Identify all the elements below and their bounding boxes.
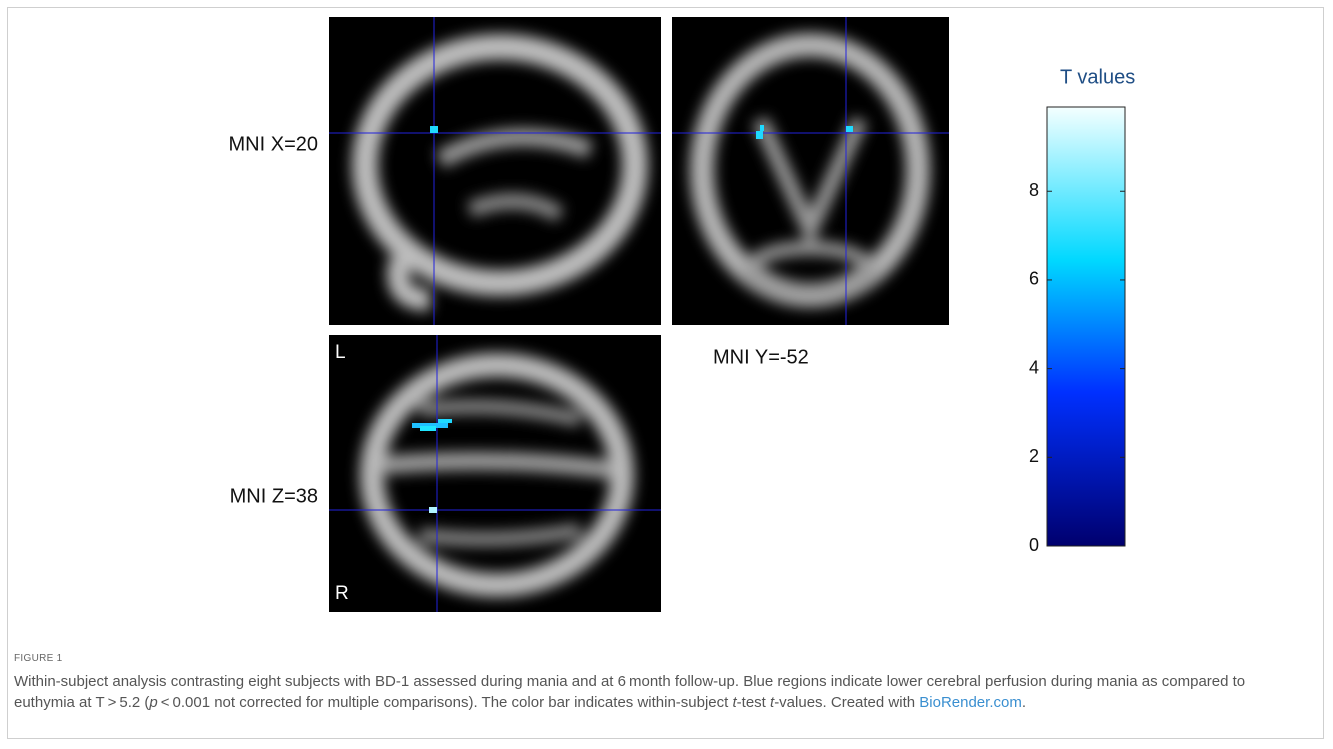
- orientation-label: L: [335, 342, 346, 363]
- coronal-slice: [672, 17, 949, 325]
- orientation-label: R: [335, 583, 349, 604]
- panel-label: MNI Y=-52: [713, 346, 809, 368]
- tick-label: 4: [1029, 357, 1039, 377]
- colorbar-title: T values: [1060, 66, 1135, 88]
- page: MNI X=20 MNI Y=-52 MNI Z=38 L R T values…: [0, 0, 1333, 749]
- tick-label: 2: [1029, 446, 1039, 466]
- caption-segment: -values. Created with: [774, 694, 919, 711]
- figure: MNI X=20 MNI Y=-52 MNI Z=38 L R T values…: [0, 0, 1333, 650]
- tick-label: 6: [1029, 269, 1039, 289]
- caption-segment: .: [1022, 694, 1026, 711]
- colorbar: [1047, 107, 1125, 546]
- tick-label: 0: [1029, 535, 1039, 555]
- caption-segment: < 0.001 not corrected for multiple compa…: [158, 694, 733, 711]
- caption-text: Within-subject analysis contrasting eigh…: [14, 671, 1304, 713]
- caption-link[interactable]: BioRender.com: [919, 694, 1022, 711]
- caption-segment: p: [149, 694, 157, 711]
- caption-segment: -test: [737, 694, 770, 711]
- panel-label: MNI X=20: [229, 133, 318, 155]
- panel-label: MNI Z=38: [230, 485, 318, 507]
- sagittal-slice: [329, 17, 661, 325]
- caption-label: FIGURE 1: [14, 653, 63, 664]
- tick-label: 8: [1029, 180, 1039, 200]
- axial-slice: [329, 335, 661, 612]
